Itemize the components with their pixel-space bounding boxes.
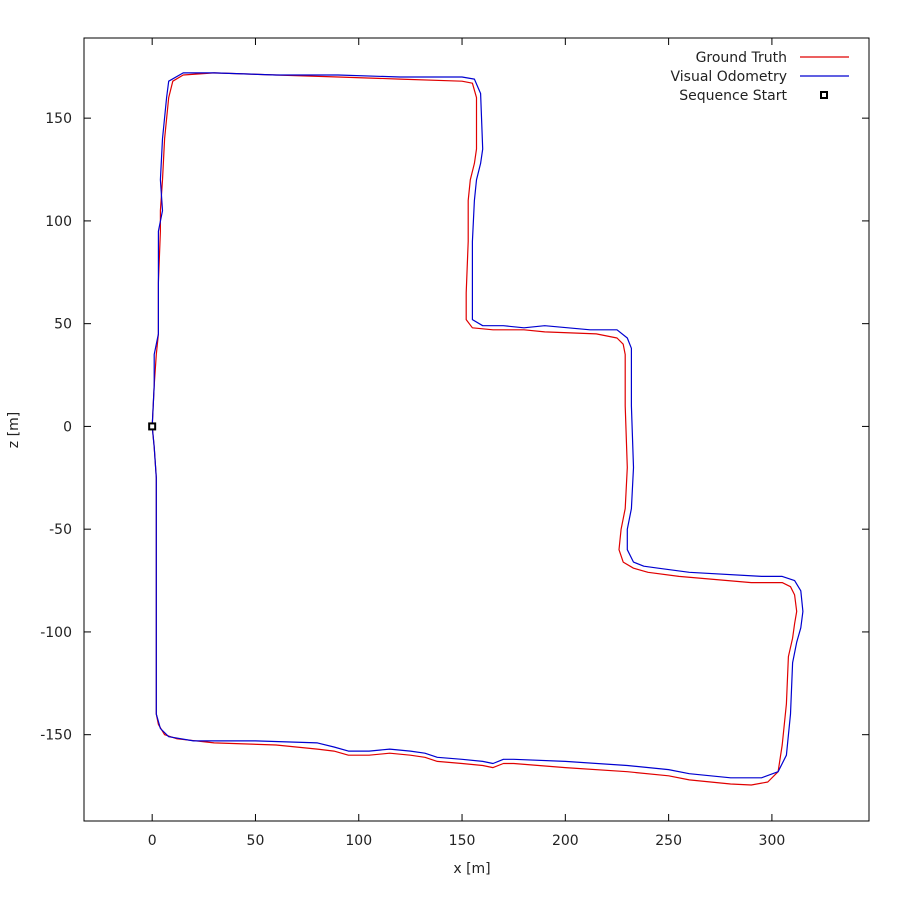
y-tick-label: 100	[45, 214, 72, 230]
series-line-ground-truth	[151, 72, 798, 786]
legend-label: Sequence Start	[679, 88, 787, 104]
x-tick-label: 250	[655, 833, 682, 849]
legend-label: Visual Odometry	[671, 69, 788, 85]
x-tick-label: 300	[759, 833, 786, 849]
series-layer	[151, 72, 804, 786]
y-tick-label: -100	[40, 625, 72, 641]
y-tick-label: 50	[54, 317, 72, 333]
x-tick-label: 0	[148, 833, 157, 849]
legend-swatch-marker	[820, 91, 828, 99]
y-tick-label: 150	[45, 111, 72, 127]
axis-ticks: 0 50 100 150 200 250 300 150 100 50 0 -50 -100 -150	[40, 38, 869, 849]
series-line-visual-odometry	[151, 72, 804, 779]
y-tick-label: -50	[49, 522, 72, 538]
x-tick-label: 100	[345, 833, 372, 849]
x-axis-label: x [m]	[453, 861, 490, 877]
y-axis-label: z [m]	[6, 412, 22, 448]
y-tick-label: -150	[40, 728, 72, 744]
y-tick-label: 0	[63, 419, 72, 435]
x-tick-label: 150	[449, 833, 476, 849]
x-tick-label: 200	[552, 833, 579, 849]
x-tick-label: 50	[247, 833, 265, 849]
sequence-start-marker	[148, 422, 157, 431]
legend: Ground Truth Visual Odometry Sequence Star…	[671, 50, 849, 104]
plot-frame	[83, 37, 870, 822]
marker-layer	[148, 422, 157, 431]
legend-label: Ground Truth	[696, 50, 787, 66]
